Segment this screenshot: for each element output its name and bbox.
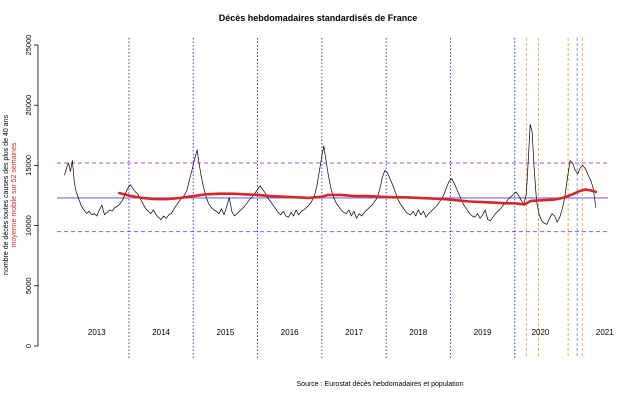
y-axis: 0 5000 10000 15000 20000 25000 bbox=[24, 35, 39, 348]
series-layer bbox=[64, 124, 598, 225]
weekly-deaths-line bbox=[64, 124, 597, 225]
year-label-2017: 2017 bbox=[345, 328, 363, 337]
y-tick-label: 5000 bbox=[24, 277, 33, 294]
year-separators bbox=[128, 38, 516, 358]
year-labels: 2013 2014 2015 2016 2017 2018 2019 2020 2021 bbox=[88, 328, 614, 337]
y-axis-labels: nombre de décès toutes causes des plus d… bbox=[3, 115, 18, 275]
y-tick-label: 25000 bbox=[24, 35, 33, 56]
year-label-2019: 2019 bbox=[474, 328, 492, 337]
year-label-2015: 2015 bbox=[217, 328, 235, 337]
year-label-2018: 2018 bbox=[409, 328, 427, 337]
y-tick-label: 10000 bbox=[24, 215, 33, 236]
year-label-2016: 2016 bbox=[281, 328, 299, 337]
y-tick-label: 15000 bbox=[24, 155, 33, 176]
moving-average-line bbox=[118, 188, 598, 206]
chart-title: Décès hebdomadaires standardisés de Fran… bbox=[219, 13, 418, 23]
year-label-2013: 2013 bbox=[88, 328, 106, 337]
year-label-2021: 2021 bbox=[596, 328, 614, 337]
y-axis-label-secondary: moyenne mobile sur 52 semaines bbox=[11, 142, 18, 247]
y-axis-label-primary: nombre de décès toutes causes des plus d… bbox=[3, 115, 10, 275]
y-tick-label: 0 bbox=[24, 344, 33, 348]
year-label-2020: 2020 bbox=[532, 328, 550, 337]
event-lines bbox=[525, 38, 583, 358]
source-note: Source : Eurostat décès hebdomadaires et… bbox=[297, 381, 464, 388]
year-label-2014: 2014 bbox=[152, 328, 170, 337]
y-tick-label: 20000 bbox=[24, 95, 33, 116]
